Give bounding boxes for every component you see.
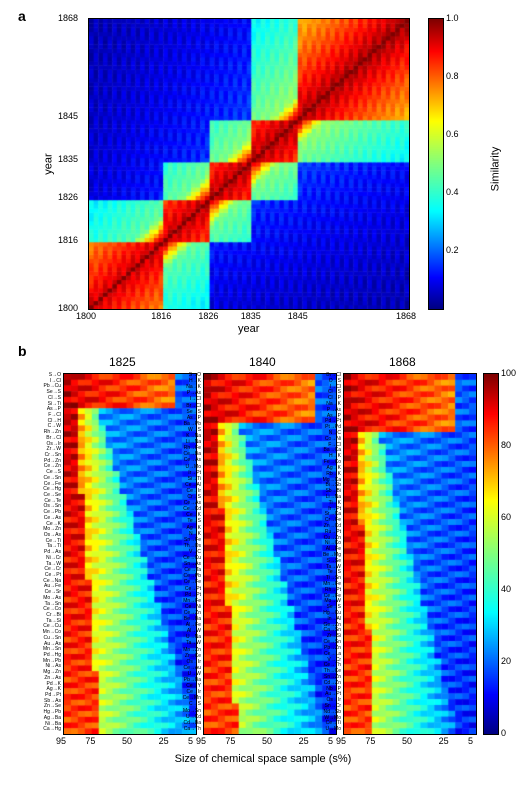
subplot-title: 1840 [249,355,276,369]
row-label: Br→Cl [173,404,201,409]
row-label: Ti→K [313,501,341,506]
panel-a-colorbar-gradient [428,18,444,310]
x-tick: 5 [328,736,333,746]
colorbar-tick: 80 [501,440,511,450]
panel-a-plot-area [88,18,410,310]
panel-b-xlabel: Size of chemical space sample (s%) [8,753,518,765]
x-tick: 75 [365,736,375,746]
subplot-title: 1825 [109,355,136,369]
x-tick: 75 [225,736,235,746]
x-tick: 5 [468,736,473,746]
row-label: Pd→Pt [173,593,201,598]
colorbar-tick: 0.6 [446,129,459,139]
x-tick: 95 [336,736,346,746]
row-label: Ce→As [173,458,201,463]
panel-a-heatmap [89,19,409,309]
row-label: C→S [173,702,201,707]
row-label: Mn→Fe [173,599,201,604]
colorbar-tick: 40 [501,584,511,594]
row-label: U→Cd [173,715,201,720]
x-tick: 95 [196,736,206,746]
row-label: Ce→Pt [173,587,201,592]
row-label: Si→Ti [173,477,201,482]
row-label: Rb→K [313,472,341,477]
row-label: Zr→Ce [173,654,201,659]
colorbar-tick: 0 [501,728,506,738]
colorbar-tick: 0.2 [446,245,459,255]
panel-a-label: a [18,8,26,24]
row-label: U→Mo [173,465,201,470]
x-tick: 25 [159,736,169,746]
x-tick: 1845 [288,311,308,321]
x-tick: 50 [402,736,412,746]
row-label: Mo→Sn [173,709,201,714]
row-label: Ag→K [173,526,201,531]
row-label: Ca→Th [173,727,201,732]
colorbar-tick: 1.0 [446,13,459,23]
y-tick: 1826 [58,192,78,202]
subplot-heatmap [344,374,476,734]
row-label: Ce→La [313,652,341,657]
panel-a-ylabel: year [43,153,55,174]
x-tick: 1868 [396,311,416,321]
row-label: Ca→Hg [33,727,61,732]
colorbar-tick: 0.8 [446,71,459,81]
row-label: Te→S [173,519,201,524]
row-label: N→K [173,532,201,537]
panel-b: b 1825S→OI→ClPb→CuSe→SCl→SSi→TiAs→PF→ClC… [8,348,518,778]
row-label: U→Mo [313,727,341,732]
x-tick: 50 [262,736,272,746]
panel-a-colorbar: 0.20.40.60.81.0 Similarity [428,18,444,308]
colorbar-tick: 0.4 [446,187,459,197]
subplot-area [343,373,477,735]
y-tick: 1816 [58,235,78,245]
row-label: Ir→Pt [173,471,201,476]
row-label: Se→S [173,410,201,415]
colorbar-tick: 100 [501,368,516,378]
row-label: I→Cl [173,397,201,402]
panel-b-colorbar-gradient [483,373,499,735]
x-tick: 1826 [198,311,218,321]
row-label: Mn→Zn [173,648,201,653]
colorbar-tick: 20 [501,656,511,666]
x-tick: 5 [188,736,193,746]
x-tick: 1835 [241,311,261,321]
panel-b-label: b [18,343,27,359]
row-label: Ta→W [173,641,201,646]
panel-a-colorbar-label: Similarity [489,147,501,192]
x-tick: 25 [439,736,449,746]
x-tick: 1800 [76,311,96,321]
x-tick: 95 [56,736,66,746]
row-label: As→P [173,416,201,421]
subplot-title: 1868 [389,355,416,369]
row-label: Sn→Fe [173,538,201,543]
x-tick: 25 [299,736,309,746]
x-tick: 1816 [151,311,171,321]
y-tick: 1845 [58,111,78,121]
row-label: Ce→Fe [173,580,201,585]
colorbar-tick: 60 [501,512,511,522]
panel-a: a 180018161826183518451868 1800181618261… [8,8,518,338]
y-tick: 1835 [58,154,78,164]
y-tick: 1868 [58,13,78,23]
x-tick: 75 [85,736,95,746]
panel-b-colorbar: 020406080100 Ubiquity of similarities [483,373,499,733]
row-label: Cd→Zn [313,681,341,686]
x-tick: 50 [122,736,132,746]
panel-a-xlabel: year [238,323,259,335]
figure: a 180018161826183518451868 1800181618261… [8,8,518,778]
